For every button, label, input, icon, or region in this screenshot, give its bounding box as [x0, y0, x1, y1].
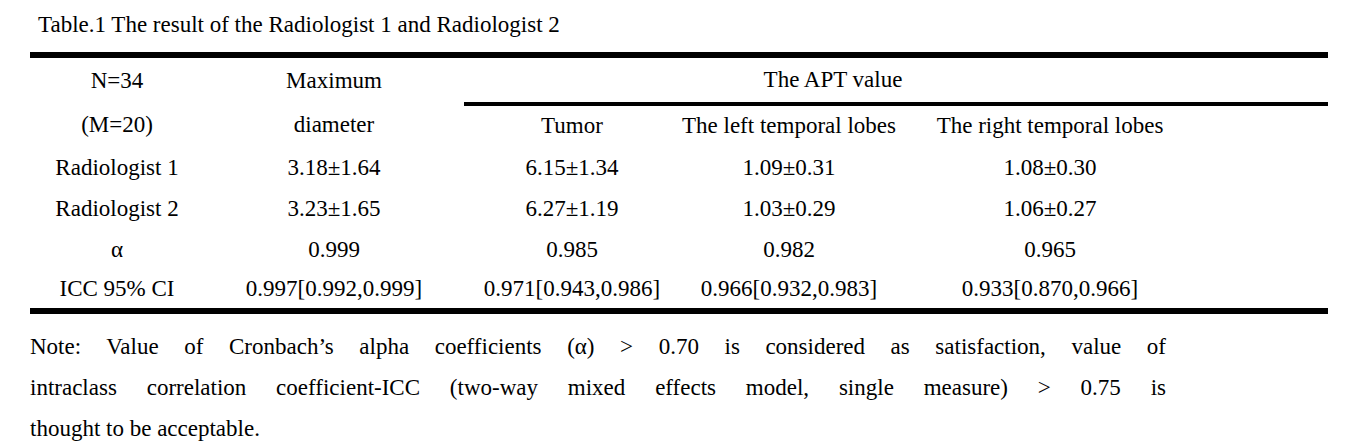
footnote-line-2: intraclass correlation coefficient-ICC (… [30, 367, 1166, 408]
apt-value-group-header: The APT value [464, 55, 1202, 104]
value-tumor: 6.27±1.19 [464, 188, 680, 229]
value-left-temporal: 0.982 [680, 229, 898, 270]
table-row-radiologist-1: Radiologist 1 3.18±1.64 6.15±1.34 1.09±0… [30, 147, 1328, 188]
footnote-line-1: Note: Value of Cronbach’s alpha coeffici… [30, 326, 1166, 367]
row-label: Radiologist 2 [30, 188, 204, 229]
value-left-temporal: 1.03±0.29 [680, 188, 898, 229]
results-table: N=34 (M=20) Maximum diameter The APT val… [30, 52, 1328, 314]
footnote-line-3: thought to be acceptable. [30, 408, 1166, 446]
header-row-1: N=34 (M=20) Maximum diameter The APT val… [30, 55, 1328, 104]
row-label: Radiologist 1 [30, 147, 204, 188]
max-diameter-header-cell: Maximum diameter [204, 55, 464, 147]
stub-header-cell: N=34 (M=20) [30, 55, 204, 147]
spacer-cell [1202, 229, 1328, 270]
table-footnote: Note: Value of Cronbach’s alpha coeffici… [30, 326, 1166, 446]
column-header-left-temporal-lobes: The left temporal lobes [680, 104, 898, 147]
table-caption: Table.1 The result of the Radiologist 1 … [38, 11, 560, 39]
value-tumor: 0.971[0.943,0.986] [464, 270, 680, 311]
spacer-cell [1202, 147, 1328, 188]
value-left-temporal: 1.09±0.31 [680, 147, 898, 188]
paper-page: Table.1 The result of the Radiologist 1 … [0, 0, 1349, 446]
table-row-icc: ICC 95% CI 0.997[0.992,0.999] 0.971[0.94… [30, 270, 1328, 311]
value-right-temporal: 1.08±0.30 [898, 147, 1202, 188]
value-left-temporal: 0.966[0.932,0.983] [680, 270, 898, 311]
column-header-right-temporal-lobes: The right temporal lobes [898, 104, 1202, 147]
max-diameter-line1: Maximum [204, 58, 464, 103]
stub-header-line2: (M=20) [30, 103, 204, 147]
value-tumor: 6.15±1.34 [464, 147, 680, 188]
value-tumor: 0.985 [464, 229, 680, 270]
table-row-radiologist-2: Radiologist 2 3.23±1.65 6.27±1.19 1.03±0… [30, 188, 1328, 229]
column-header-tumor: Tumor [464, 104, 680, 147]
value-max-diameter: 0.999 [204, 229, 464, 270]
table-row-cronbach-alpha: α 0.999 0.985 0.982 0.965 [30, 229, 1328, 270]
value-max-diameter: 3.18±1.64 [204, 147, 464, 188]
spacer-cell [1202, 270, 1328, 311]
row-label: α [30, 229, 204, 270]
value-max-diameter: 0.997[0.992,0.999] [204, 270, 464, 311]
stub-header-line1: N=34 [30, 58, 204, 103]
spacer-cell [1202, 104, 1328, 147]
spacer-cell [1202, 55, 1328, 104]
value-max-diameter: 3.23±1.65 [204, 188, 464, 229]
max-diameter-line2: diameter [204, 103, 464, 147]
value-right-temporal: 0.933[0.870,0.966] [898, 270, 1202, 311]
row-label: ICC 95% CI [30, 270, 204, 311]
value-right-temporal: 1.06±0.27 [898, 188, 1202, 229]
spacer-cell [1202, 188, 1328, 229]
value-right-temporal: 0.965 [898, 229, 1202, 270]
